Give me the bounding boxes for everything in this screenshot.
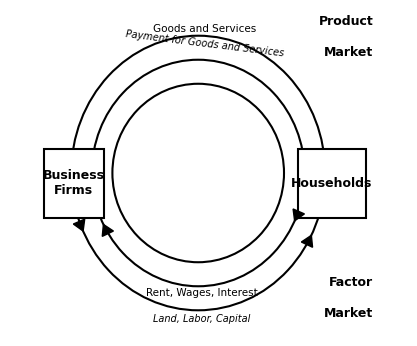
Text: Product: Product: [319, 15, 373, 28]
Text: Households: Households: [291, 177, 373, 190]
Polygon shape: [293, 209, 304, 221]
Polygon shape: [301, 235, 313, 247]
Polygon shape: [102, 225, 113, 236]
FancyBboxPatch shape: [44, 149, 104, 218]
Text: Market: Market: [324, 46, 373, 59]
Text: Factor: Factor: [329, 276, 373, 289]
Text: Land, Labor, Capital: Land, Labor, Capital: [153, 314, 250, 324]
FancyBboxPatch shape: [298, 149, 367, 218]
Text: Market: Market: [324, 307, 373, 320]
Text: Goods and Services: Goods and Services: [153, 24, 257, 34]
Text: Rent, Wages, Interest: Rent, Wages, Interest: [146, 288, 258, 298]
Text: Business
Firms: Business Firms: [43, 169, 105, 197]
Polygon shape: [73, 219, 85, 231]
Text: Payment for Goods and Services: Payment for Goods and Services: [125, 29, 285, 58]
